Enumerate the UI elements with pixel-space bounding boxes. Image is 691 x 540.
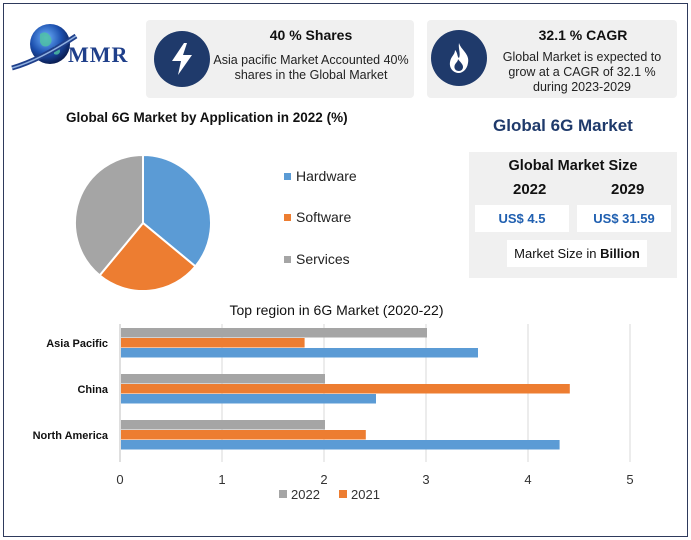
unit-prefix: Market Size in [514,246,601,261]
legend-label: Hardware [296,168,357,184]
pie-slice-software [98,221,197,292]
y-category-label: Asia Pacific [46,338,108,350]
bar-series-2-north-america [121,440,560,450]
bar-2022-north-america [121,420,325,430]
legend-swatch-2022 [279,490,287,498]
legend-swatch [284,172,291,180]
shares-card-title: 40 % Shares [269,27,353,43]
global-6g-market-title: Global 6G Market [493,116,633,135]
shares-card-text: Asia pacific Market Accounted 40% shares… [213,53,409,82]
unit-bold: Billion [600,246,640,261]
year-2022-label: 2022 [513,181,547,198]
legend-swatch-2021 [339,490,347,498]
pie-slice-services [74,153,144,277]
x-tick-label: 1 [218,472,225,487]
shares-card: 40 % Shares Asia pacific Market Accounte… [146,20,414,98]
bar-2022-china [121,374,325,384]
bar-2021-north-america [121,430,366,440]
region-bar-chart: 0 1 2 3 4 5 Asia Pacific China North America 2022… [33,324,634,502]
cagr-card: 32.1 % CAGR Global Market is expected to… [427,20,677,98]
x-tick-label: 3 [422,472,429,487]
x-tick-label: 4 [524,472,531,487]
brand-name: MMR [68,42,129,67]
legend-swatch [284,255,291,263]
application-pie-chart [74,153,212,292]
flame-icon [431,30,487,86]
legend-label: Software [296,209,352,225]
x-tick-label: 0 [116,472,123,487]
x-tick-label: 5 [626,472,633,487]
bar-chart-title: Top region in 6G Market (2020-22) [0,302,691,318]
legend-label-2022: 2022 [291,487,320,502]
mmr-logo [10,20,140,80]
value-2029: US$ 31.59 [577,205,671,232]
legend-software: Software [284,209,351,225]
x-tick-label: 2 [320,472,327,487]
market-size-title: Global Market Size [508,158,638,174]
cagr-card-text: Global Market is expected to grow at a C… [502,50,662,94]
market-size-unit: Market Size in Billion [507,240,647,267]
market-size-box: Global Market Size 2022 2029 US$ 4.5 US$… [469,152,677,278]
value-2022: US$ 4.5 [475,205,569,232]
y-category-label: North America [33,430,109,442]
legend-services: Services [284,251,350,267]
pie-slice-hardware [142,153,212,268]
bar-2021-china [121,384,570,394]
bar-series-2-china [121,394,376,404]
y-category-label: China [77,384,108,396]
pie-chart-title: Global 6G Market by Application in 2022 … [66,110,348,125]
bar-2021-asia-pacific [121,338,305,348]
cagr-card-title: 32.1 % CAGR [538,27,628,43]
year-2029-label: 2029 [611,181,645,198]
legend-swatch [284,213,291,221]
legend-label-2021: 2021 [351,487,380,502]
bar-series-2-asia-pacific [121,348,478,358]
legend-label: Services [296,251,350,267]
infographic-frame [3,3,688,537]
lightning-icon [154,31,210,87]
legend-hardware: Hardware [284,168,357,184]
globe-icon [11,24,78,71]
bar-chart-title-text: Top region in 6G Market (2020-22) [229,302,444,318]
bar-2022-asia-pacific [121,328,427,338]
